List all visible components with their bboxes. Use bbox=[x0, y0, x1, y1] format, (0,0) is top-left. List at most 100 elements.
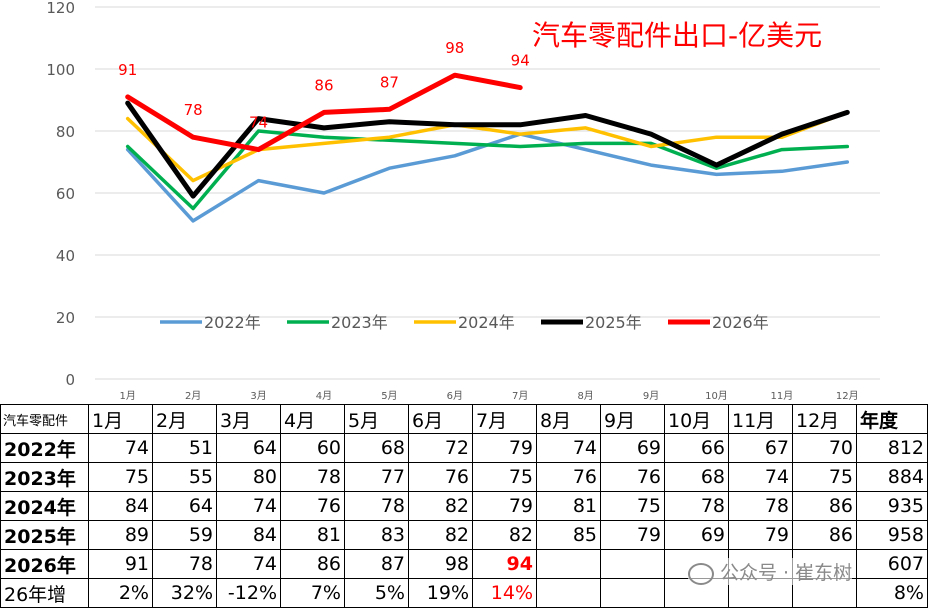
table-cell: 5% bbox=[344, 578, 409, 608]
x-tick-label: 2月 bbox=[185, 390, 201, 400]
table-header-cell: 11月 bbox=[728, 404, 793, 434]
table-cell: 78 bbox=[280, 462, 345, 492]
table-row: 2025年 89 59 84 81 83 82 82 85 79 69 79 86 958 bbox=[0, 520, 928, 550]
table-cell: -12% bbox=[216, 578, 281, 608]
y-tick-label: 100 bbox=[46, 61, 75, 79]
y-tick-label: 0 bbox=[65, 371, 75, 389]
table-cell: 84 bbox=[88, 491, 153, 521]
legend-label: 2022年 bbox=[204, 313, 261, 332]
table-cell: 75 bbox=[472, 462, 537, 492]
table-cell: 82 bbox=[472, 520, 537, 550]
table-cell: 607 bbox=[856, 549, 928, 579]
legend-label: 2026年 bbox=[712, 313, 769, 332]
table-cell: 78 bbox=[344, 491, 409, 521]
x-tick-label: 6月 bbox=[447, 390, 463, 400]
table-cell: 94 bbox=[472, 549, 537, 579]
table-cell: 60 bbox=[280, 433, 345, 463]
table-cell: 64 bbox=[152, 491, 217, 521]
table-cell: 76 bbox=[536, 462, 601, 492]
table-header-cell: 10月 bbox=[664, 404, 729, 434]
table-cell: 958 bbox=[856, 520, 928, 550]
data-label: 86 bbox=[314, 76, 333, 94]
table-cell: 79 bbox=[728, 520, 793, 550]
table-cell: 75 bbox=[792, 462, 857, 492]
table-cell: 98 bbox=[408, 549, 473, 579]
table-cell: 81 bbox=[536, 491, 601, 521]
table-cell: 74 bbox=[88, 433, 153, 463]
series-line bbox=[125, 72, 523, 153]
table-cell: 55 bbox=[152, 462, 217, 492]
table-cell: 72 bbox=[408, 433, 473, 463]
x-tick-label: 5月 bbox=[381, 390, 397, 400]
x-tick-label: 9月 bbox=[643, 390, 659, 400]
wechat-icon bbox=[688, 562, 714, 585]
table-cell: 79 bbox=[600, 520, 665, 550]
x-tick-label: 8月 bbox=[577, 390, 593, 400]
table-row-label: 2026年 bbox=[0, 549, 89, 579]
x-tick-label: 1月 bbox=[120, 390, 136, 400]
x-tick-label: 7月 bbox=[512, 390, 528, 400]
table-cell: 77 bbox=[344, 462, 409, 492]
table-cell: 8% bbox=[856, 578, 928, 608]
table-header-cell: 2月 bbox=[152, 404, 217, 434]
table-cell: 74 bbox=[216, 549, 281, 579]
table-header-cell: 年度 bbox=[856, 404, 928, 434]
table-cell: 78 bbox=[152, 549, 217, 579]
table-header-cell: 6月 bbox=[408, 404, 473, 434]
table-cell: 7% bbox=[280, 578, 345, 608]
table-row-label: 2024年 bbox=[0, 491, 89, 521]
data-label: 98 bbox=[445, 39, 464, 57]
legend-label: 2023年 bbox=[331, 313, 388, 332]
table-cell: 76 bbox=[408, 462, 473, 492]
table-cell bbox=[536, 578, 601, 608]
table-header-cell: 12月 bbox=[792, 404, 857, 434]
table-header-cell: 3月 bbox=[216, 404, 281, 434]
table-cell: 89 bbox=[88, 520, 153, 550]
table-cell: 76 bbox=[600, 462, 665, 492]
table-cell: 80 bbox=[216, 462, 281, 492]
table-row-label: 2022年 bbox=[0, 433, 89, 463]
table-cell: 812 bbox=[856, 433, 928, 463]
table-cell: 935 bbox=[856, 491, 928, 521]
table-cell: 32% bbox=[152, 578, 217, 608]
chart-title: 汽车零配件出口-亿美元 bbox=[532, 19, 823, 52]
table-cell: 69 bbox=[664, 520, 729, 550]
table-cell: 84 bbox=[216, 520, 281, 550]
table-cell: 76 bbox=[280, 491, 345, 521]
table-cell bbox=[600, 549, 665, 579]
table-cell: 79 bbox=[472, 491, 537, 521]
table-cell: 51 bbox=[152, 433, 217, 463]
table-cell: 82 bbox=[408, 491, 473, 521]
watermark-text: 公众号 · 崔东树 bbox=[720, 562, 853, 584]
table-cell: 75 bbox=[88, 462, 153, 492]
table-cell: 74 bbox=[216, 491, 281, 521]
table-cell: 82 bbox=[408, 520, 473, 550]
table-header-cell: 7月 bbox=[472, 404, 537, 434]
table-cell: 2% bbox=[88, 578, 153, 608]
table-cell: 67 bbox=[728, 433, 793, 463]
legend-label: 2024年 bbox=[458, 313, 515, 332]
table-header-cell: 9月 bbox=[600, 404, 665, 434]
table-row-label: 26年增 bbox=[0, 578, 89, 608]
table-cell: 87 bbox=[344, 549, 409, 579]
table-cell: 85 bbox=[536, 520, 601, 550]
table-cell bbox=[536, 549, 601, 579]
table-cell: 79 bbox=[472, 433, 537, 463]
data-label: 91 bbox=[118, 61, 137, 79]
x-tick-label: 11月 bbox=[771, 390, 794, 400]
series-line bbox=[125, 100, 850, 199]
table-cell: 59 bbox=[152, 520, 217, 550]
table-cell: 75 bbox=[600, 491, 665, 521]
table-cell: 14% bbox=[472, 578, 537, 608]
table-header-cell: 8月 bbox=[536, 404, 601, 434]
table-cell: 70 bbox=[792, 433, 857, 463]
table-header-cell: 5月 bbox=[344, 404, 409, 434]
y-tick-label: 40 bbox=[56, 247, 75, 265]
y-tick-label: 60 bbox=[56, 185, 75, 203]
table-corner-label: 汽车零配件 bbox=[0, 404, 89, 434]
table-cell: 74 bbox=[536, 433, 601, 463]
table-row: 2024年 84 64 74 76 78 82 79 81 75 78 78 86 935 bbox=[0, 491, 928, 521]
table-cell: 68 bbox=[344, 433, 409, 463]
y-tick-label: 120 bbox=[46, 0, 75, 17]
table-cell: 19% bbox=[408, 578, 473, 608]
